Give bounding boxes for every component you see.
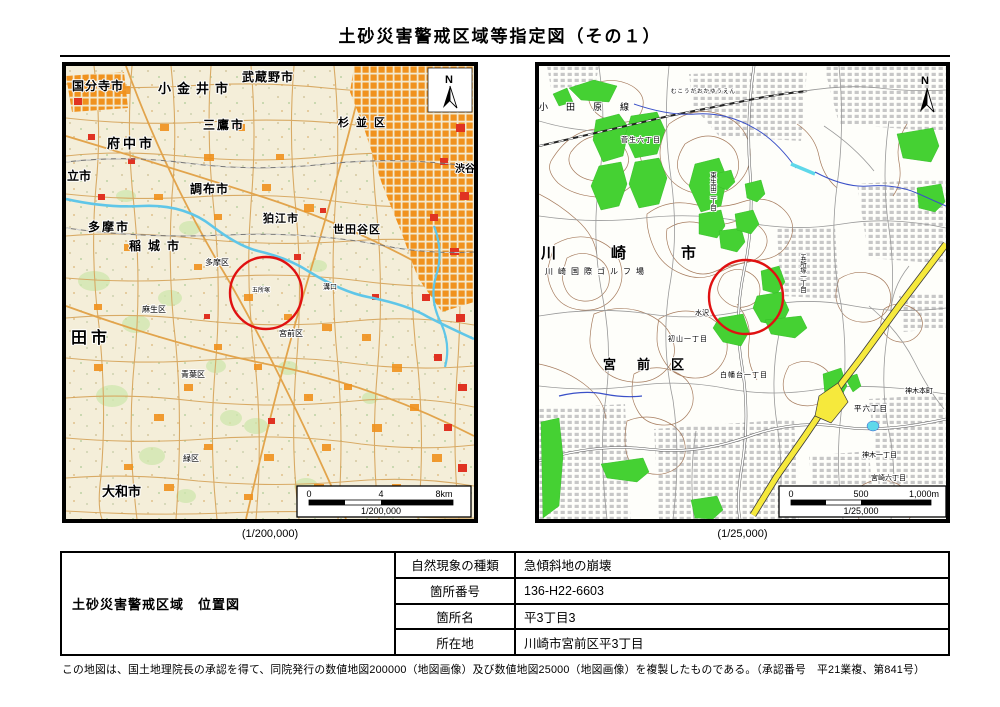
table-row: 箇所番号 136-H22-6603 bbox=[61, 576, 950, 605]
location-circle bbox=[228, 255, 304, 331]
map-label: 五所塚一丁目 bbox=[799, 254, 807, 294]
scale-bar: 0 500 1,000m 1/25,000 bbox=[778, 485, 946, 518]
main-roads bbox=[539, 66, 946, 519]
info-table: 土砂災害警戒区域 位置図 自然現象の種類 急傾斜地の崩壊 箇所番号 136-H2… bbox=[60, 551, 950, 656]
scale-tick: 500 bbox=[853, 489, 868, 499]
map-label: 宮崎六丁目 bbox=[871, 473, 906, 482]
map-label: 大和市 bbox=[102, 484, 141, 499]
left-map-caption: (1/200,000) bbox=[241, 528, 299, 540]
map-label: 緑区 bbox=[183, 453, 199, 463]
right-map-caption: (1/25,000) bbox=[717, 528, 768, 540]
footer-note: この地図は、国土地理院長の承認を得て、同院発行の数値地図200000（地図画像）… bbox=[62, 664, 926, 676]
map-label: 稲城市 bbox=[129, 238, 186, 253]
scale-ratio: 1/200,000 bbox=[361, 506, 401, 516]
table-label-location: 所在地 bbox=[394, 628, 516, 656]
streams bbox=[558, 103, 946, 432]
map-label: 白幡台一丁目 bbox=[720, 370, 768, 379]
map-label: 武蔵野市 bbox=[242, 69, 294, 84]
scale-ratio: 1/25,000 bbox=[843, 506, 878, 516]
map-label: 平六丁目 bbox=[854, 403, 888, 413]
table-label-site-name: 箇所名 bbox=[394, 602, 516, 631]
map-label: 菅生六丁目 bbox=[621, 135, 661, 144]
map-label: 国分寺市 bbox=[72, 78, 124, 93]
map-label: 多摩区 bbox=[205, 257, 229, 267]
map-label: 小金井市 bbox=[158, 81, 234, 96]
railway-lines bbox=[66, 158, 474, 254]
left-map-frame: 国分寺市 小金井市 武蔵野市三鷹市立市 府中市調布市狛江市世田谷区 杉並区多摩市稲城市多… bbox=[62, 62, 478, 523]
railway-line bbox=[539, 90, 808, 147]
map-label: 溝口 bbox=[323, 282, 337, 291]
map-label: 立市 bbox=[67, 168, 91, 183]
right-map-frame: 小田原線 むこうがおかゆうえん菅生六丁目川崎市川崎国際ゴルフ場宮前区 東生田二丁目五… bbox=[535, 62, 950, 523]
map-label: 田市 bbox=[71, 328, 111, 347]
table-cell-map-title: 土砂災害警戒区域 位置図 bbox=[60, 551, 396, 656]
map-label: 神木本町 bbox=[905, 386, 933, 395]
table-label-phenomenon-type: 自然現象の種類 bbox=[394, 551, 516, 579]
map-label: 宮前区 bbox=[279, 328, 303, 338]
map-label: 宮前区 bbox=[603, 357, 705, 372]
map-label: 東生田二丁目 bbox=[709, 171, 717, 213]
page-title: 土砂災害警戒区域等指定図（その１） bbox=[338, 27, 662, 46]
north-label: N bbox=[445, 74, 453, 86]
map-label: 三鷹市 bbox=[203, 117, 245, 132]
scale-tick: 8km bbox=[435, 489, 452, 499]
map-label: 杉並区 bbox=[338, 115, 392, 129]
vegetation-areas bbox=[540, 79, 946, 519]
table-value-site-name: 平3丁目3 bbox=[514, 602, 950, 631]
title-rule bbox=[60, 55, 950, 57]
scale-bar: 0 4 8km 1/200,000 bbox=[296, 485, 472, 518]
map-label: むこうがおかゆうえん bbox=[671, 87, 736, 95]
map-label: 川崎国際ゴルフ場 bbox=[545, 266, 649, 276]
alert-red-areas bbox=[74, 98, 469, 501]
map-label: 水沢 bbox=[695, 308, 709, 317]
table-row: 箇所名 平3丁目3 bbox=[61, 602, 950, 631]
map-label: 渋谷 bbox=[455, 162, 475, 175]
scale-tick: 1,000m bbox=[909, 489, 939, 499]
table-value-site-number: 136-H22-6603 bbox=[514, 576, 950, 605]
highway bbox=[750, 241, 946, 517]
rivers bbox=[66, 197, 474, 368]
map-label: 神木一丁目 bbox=[862, 450, 897, 459]
map-label: 麻生区 bbox=[142, 304, 166, 314]
north-arrow-icon: N bbox=[920, 75, 935, 113]
scale-tick: 0 bbox=[306, 489, 311, 499]
north-label: N bbox=[921, 75, 929, 87]
table-value-phenomenon-type: 急傾斜地の崩壊 bbox=[514, 551, 950, 579]
map-label: 府中市 bbox=[107, 136, 155, 151]
map-label: 多摩市 bbox=[88, 219, 130, 234]
map-label: 小田原線 bbox=[539, 101, 647, 112]
map-label: 調布市 bbox=[190, 181, 229, 196]
table-row: 土砂災害警戒区域 位置図 自然現象の種類 急傾斜地の崩壊 bbox=[60, 551, 950, 656]
map-label: 世田谷区 bbox=[333, 222, 381, 236]
map-label: 狛江市 bbox=[262, 211, 299, 225]
scale-tick: 4 bbox=[378, 489, 383, 499]
map-label: 川崎市 bbox=[540, 244, 751, 262]
location-circle bbox=[707, 258, 785, 336]
table-row: 所在地 川崎市宮前区平3丁目 bbox=[61, 628, 950, 656]
map-label: 青葉区 bbox=[181, 369, 205, 379]
table-label-site-number: 箇所番号 bbox=[394, 576, 516, 605]
map-label: 五所塚 bbox=[252, 286, 270, 294]
table-value-location: 川崎市宮前区平3丁目 bbox=[514, 628, 950, 656]
scale-tick: 0 bbox=[788, 489, 793, 499]
north-arrow-icon: N bbox=[427, 67, 473, 113]
map-label: 初山一丁目 bbox=[668, 334, 708, 343]
